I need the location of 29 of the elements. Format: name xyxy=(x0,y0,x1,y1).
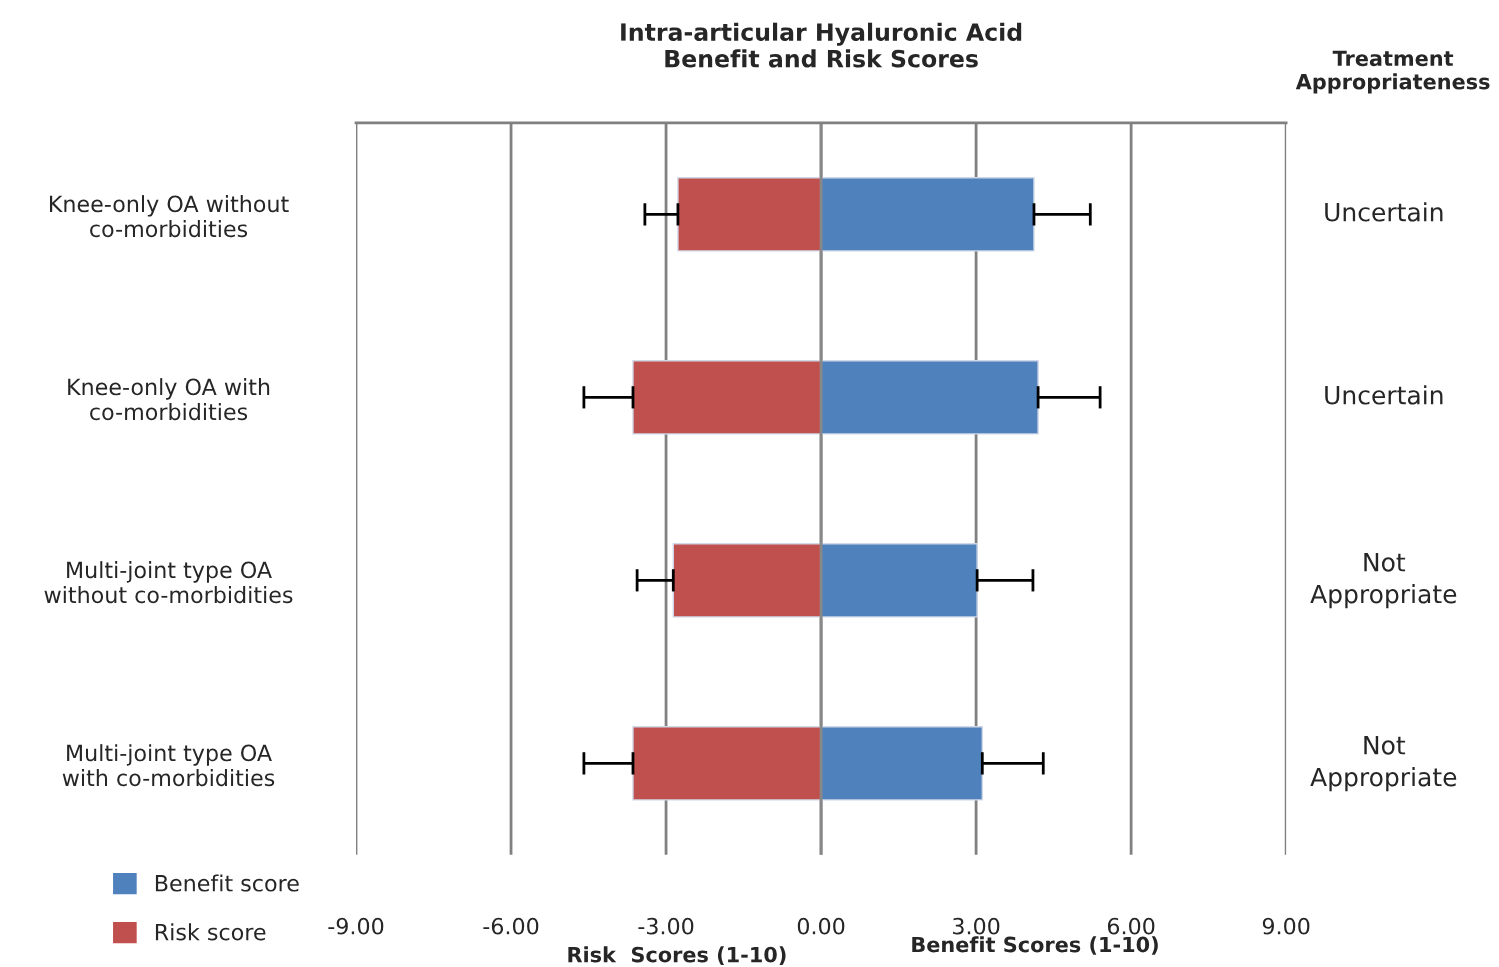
bar xyxy=(632,726,822,801)
bar xyxy=(820,726,983,801)
text: Uncertain xyxy=(1325,202,1443,222)
bar xyxy=(672,543,822,618)
y-tick-label: Multi-joint type OA without co-morbidities xyxy=(44,561,293,604)
x-tick-label: 9.00 xyxy=(1262,917,1310,935)
y-tick-label: Knee-only OA without co-morbidities xyxy=(49,195,289,238)
legend-label: Risk score xyxy=(155,923,266,941)
text: Treatment Appropriateness xyxy=(1295,50,1490,94)
y-tick-label: Multi-joint type OA with co-morbidities xyxy=(62,744,275,787)
bar xyxy=(820,543,978,618)
text: Benefit Scores (1-10) xyxy=(912,936,1158,955)
x-tick-label: -6.00 xyxy=(483,917,539,935)
text: Not Appropriate xyxy=(1310,553,1457,609)
bar xyxy=(632,360,822,435)
x-tick-label: 3.00 xyxy=(953,917,1000,935)
chart-title: Intra-articular Hyaluronic Acid Benefit and Risk Scores xyxy=(621,22,1022,68)
text: Uncertain xyxy=(1325,385,1443,405)
x-axis-title: Risk Scores (1-10) xyxy=(568,946,786,965)
y-tick-label: Knee-only OA with co-morbidities xyxy=(68,378,270,421)
text: Not Appropriate xyxy=(1310,736,1457,792)
x-tick-label: -3.00 xyxy=(638,917,694,935)
x-tick-label: 6.00 xyxy=(1107,917,1155,935)
bar xyxy=(820,360,1039,435)
x-tick-label: 0.00 xyxy=(797,917,845,935)
x-tick-label: -9.00 xyxy=(328,917,384,935)
bar xyxy=(677,177,822,252)
bar xyxy=(820,177,1035,252)
legend-label: Benefit score xyxy=(155,874,299,892)
